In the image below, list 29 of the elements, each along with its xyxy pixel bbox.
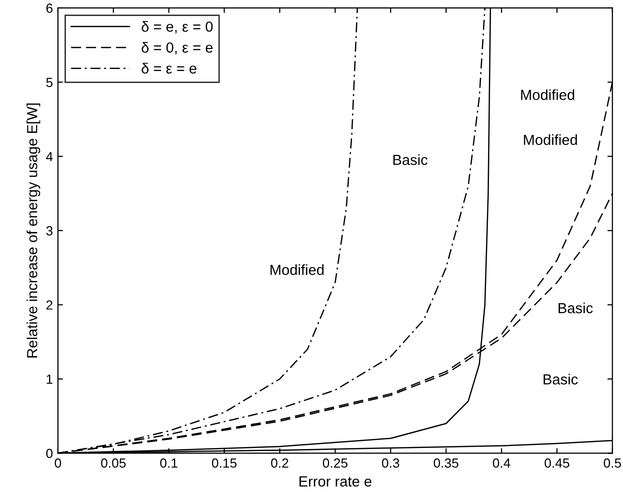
legend-label: δ = ε = e	[142, 62, 196, 74]
x-tick-label: 0.4	[492, 458, 510, 468]
x-tick-label: 0.15	[212, 458, 237, 468]
annotation: Modified	[524, 134, 577, 145]
x-tick-label: 0.3	[382, 458, 400, 468]
y-tick-label: 1	[46, 374, 52, 384]
y-tick-label: 2	[46, 300, 52, 310]
y-tick-label: 5	[46, 78, 53, 88]
legend-label: δ = e, ε = 0	[142, 21, 213, 34]
x-tick-label: 0	[54, 458, 62, 468]
annotation: Modified	[270, 264, 324, 276]
y-tick-label: 6	[46, 4, 52, 13]
annotation: Basic	[393, 154, 428, 166]
legend-label: δ = 0, ε = e	[142, 42, 213, 54]
annotation: Modified	[521, 89, 574, 100]
x-tick-label: 0.25	[322, 458, 348, 468]
y-tick-label: 0	[46, 448, 53, 458]
x-tick-label: 0.45	[544, 458, 570, 468]
y-axis-title: Relative increase of energy usage E[W]	[26, 104, 40, 358]
x-tick-label: 0.5	[604, 458, 622, 468]
x-tick-label: 0.1	[160, 458, 178, 468]
x-tick-label: 0.2	[271, 458, 288, 468]
y-tick-label: 4	[46, 152, 53, 162]
annotation: Basic	[558, 302, 593, 314]
x-axis-title: Error rate e	[300, 476, 372, 487]
y-tick-label: 3	[46, 226, 52, 236]
x-tick-label: 0.35	[434, 458, 458, 468]
x-tick-label: 0.05	[101, 458, 126, 468]
annotation: Basic	[544, 374, 578, 385]
